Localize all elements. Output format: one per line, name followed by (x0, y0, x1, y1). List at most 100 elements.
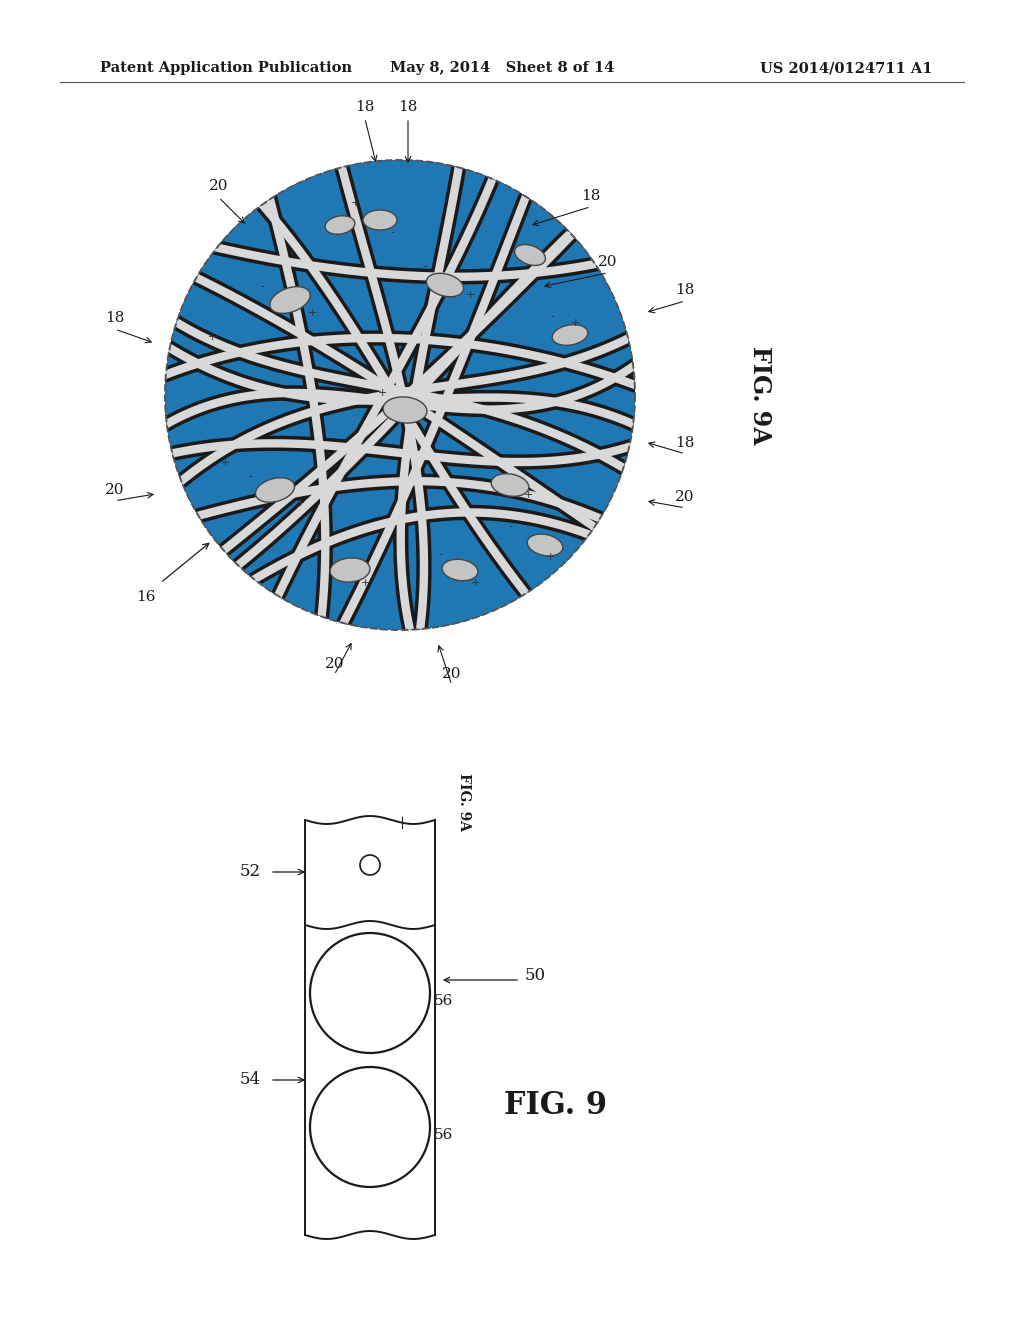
Circle shape (165, 160, 635, 630)
Circle shape (165, 160, 635, 630)
Ellipse shape (270, 286, 310, 313)
Text: +: + (207, 333, 217, 342)
Circle shape (165, 160, 635, 630)
Circle shape (165, 160, 635, 630)
Text: -: - (586, 458, 590, 469)
Text: 18: 18 (675, 282, 694, 297)
Text: +: + (307, 308, 316, 318)
Ellipse shape (442, 560, 478, 581)
Ellipse shape (326, 215, 355, 234)
Circle shape (165, 160, 635, 630)
Text: 56: 56 (434, 1129, 454, 1142)
Text: 18: 18 (355, 100, 375, 114)
Text: 20: 20 (442, 667, 462, 681)
Circle shape (165, 160, 635, 630)
Circle shape (165, 160, 635, 630)
Ellipse shape (492, 474, 528, 496)
Text: 18: 18 (581, 189, 600, 203)
Circle shape (165, 160, 635, 630)
Circle shape (165, 160, 635, 630)
Circle shape (165, 160, 635, 630)
Circle shape (165, 160, 635, 630)
Text: +: + (360, 578, 370, 587)
Text: -: - (438, 550, 442, 560)
Text: US 2014/0124711 A1: US 2014/0124711 A1 (760, 61, 933, 75)
Circle shape (165, 160, 635, 630)
Ellipse shape (330, 558, 370, 582)
Text: +: + (523, 490, 532, 500)
Circle shape (165, 160, 635, 630)
Text: 56: 56 (434, 994, 454, 1008)
Text: FIG. 9A: FIG. 9A (457, 774, 471, 832)
Circle shape (165, 160, 635, 630)
Text: -: - (248, 473, 252, 482)
Circle shape (310, 1067, 430, 1187)
Circle shape (165, 160, 635, 630)
Text: 20: 20 (675, 490, 694, 504)
Ellipse shape (383, 397, 427, 424)
Circle shape (165, 160, 635, 630)
Circle shape (165, 160, 635, 630)
Text: 20: 20 (105, 483, 125, 496)
Circle shape (165, 160, 635, 630)
Circle shape (165, 160, 635, 630)
Circle shape (165, 160, 635, 630)
Text: 54: 54 (240, 1072, 260, 1089)
Circle shape (165, 160, 635, 630)
Ellipse shape (255, 478, 295, 502)
Text: 16: 16 (136, 590, 156, 605)
Circle shape (165, 160, 635, 630)
Circle shape (165, 160, 635, 630)
Circle shape (165, 160, 635, 630)
Circle shape (165, 160, 635, 630)
Ellipse shape (527, 535, 563, 556)
Text: +: + (546, 552, 555, 562)
Circle shape (165, 160, 635, 630)
Circle shape (165, 160, 635, 630)
Text: +: + (350, 198, 359, 209)
Text: +: + (570, 318, 580, 327)
Circle shape (165, 160, 635, 630)
Circle shape (360, 855, 380, 875)
Circle shape (165, 160, 635, 630)
Text: -: - (423, 261, 427, 272)
Text: -: - (260, 282, 264, 292)
Text: +: + (377, 388, 387, 399)
Circle shape (165, 160, 635, 630)
Text: +: + (470, 578, 479, 587)
Circle shape (165, 160, 635, 630)
Text: 18: 18 (675, 436, 694, 450)
Text: FIG. 9: FIG. 9 (504, 1089, 606, 1121)
Text: 18: 18 (398, 100, 418, 114)
Ellipse shape (362, 210, 397, 230)
Text: +: + (465, 290, 475, 300)
Circle shape (165, 160, 635, 630)
Text: 50: 50 (525, 966, 546, 983)
Circle shape (165, 160, 635, 630)
Text: -: - (328, 550, 332, 560)
Text: 52: 52 (240, 863, 260, 880)
Ellipse shape (552, 325, 588, 346)
Text: -: - (550, 312, 554, 322)
Circle shape (165, 160, 635, 630)
Text: -: - (390, 228, 394, 238)
Circle shape (165, 160, 635, 630)
Text: May 8, 2014   Sheet 8 of 14: May 8, 2014 Sheet 8 of 14 (390, 61, 614, 75)
Text: +: + (220, 458, 229, 469)
Circle shape (165, 160, 635, 630)
Ellipse shape (426, 273, 464, 297)
Circle shape (165, 160, 635, 630)
Text: +: + (295, 498, 305, 508)
Text: 20: 20 (325, 657, 344, 671)
Ellipse shape (515, 244, 546, 265)
Circle shape (165, 160, 635, 630)
Circle shape (165, 160, 635, 630)
Text: 20: 20 (209, 180, 228, 193)
Circle shape (165, 160, 635, 630)
Text: 20: 20 (598, 255, 617, 269)
Circle shape (165, 160, 635, 630)
Circle shape (165, 160, 635, 630)
Circle shape (165, 160, 635, 630)
Circle shape (165, 160, 635, 630)
Text: -: - (486, 462, 489, 473)
